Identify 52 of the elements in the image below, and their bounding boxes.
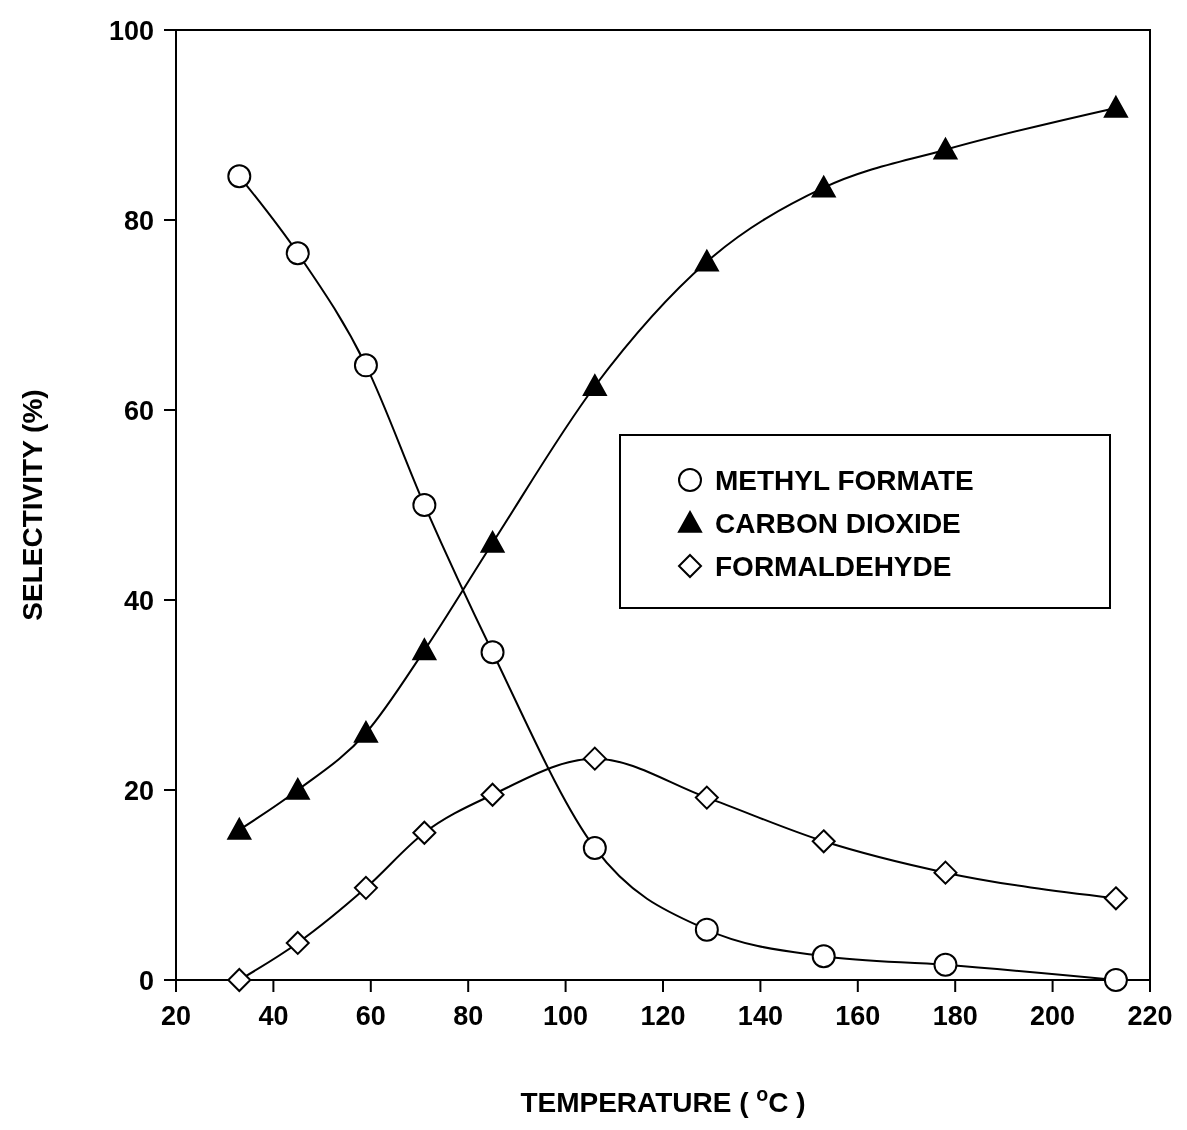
point [480, 782, 505, 807]
y-tick-label: 0 [138, 966, 154, 996]
point [227, 817, 252, 840]
point [811, 944, 836, 969]
x-tick-label: 200 [1030, 1001, 1076, 1031]
point [285, 778, 310, 800]
point [694, 249, 719, 272]
point [1103, 95, 1128, 118]
x-tick-label: 120 [640, 1001, 686, 1031]
point [353, 721, 378, 743]
point [480, 640, 505, 665]
point [582, 374, 607, 397]
point [1103, 886, 1128, 911]
x-tick-label: 220 [1127, 1001, 1173, 1031]
legend-label: FORMALDEHYDE [715, 551, 952, 582]
y-tick-label: 100 [108, 16, 154, 46]
x-tick-label: 100 [543, 1001, 589, 1031]
point [353, 875, 378, 900]
point [811, 829, 836, 854]
x-tick-label: 160 [835, 1001, 881, 1031]
point [412, 493, 437, 517]
point [933, 952, 958, 977]
point [227, 968, 252, 992]
x-tick-label: 60 [355, 1001, 386, 1031]
point [1103, 968, 1128, 992]
x-tick-label: 140 [737, 1001, 783, 1031]
y-tick-label: 20 [123, 776, 154, 806]
point [582, 746, 607, 771]
y-tick-label: 60 [123, 396, 154, 426]
point [933, 137, 958, 160]
legend-label: CARBON DIOXIDE [715, 508, 961, 539]
point [227, 164, 252, 189]
x-tick-label: 20 [160, 1001, 192, 1031]
point [694, 917, 719, 942]
point [353, 353, 378, 378]
point [811, 175, 836, 198]
point [582, 835, 607, 860]
point [933, 860, 958, 885]
x-tick-label: 80 [453, 1001, 484, 1031]
point [285, 241, 310, 266]
x-tick-label: 180 [932, 1001, 978, 1031]
legend-label: METHYL FORMATE [715, 465, 974, 496]
x-axis-title: TEMPERATURE ( $^{o}$C ) [520, 1083, 806, 1118]
y-tick-label: 80 [123, 206, 154, 236]
point [285, 930, 310, 955]
x-tick-label: 40 [258, 1001, 289, 1031]
point [412, 638, 437, 661]
y-axis-title: SELECTIVITY (%) [17, 389, 48, 621]
point [694, 785, 719, 810]
point [412, 820, 437, 845]
y-tick-label: 40 [123, 586, 154, 616]
point [480, 531, 505, 553]
